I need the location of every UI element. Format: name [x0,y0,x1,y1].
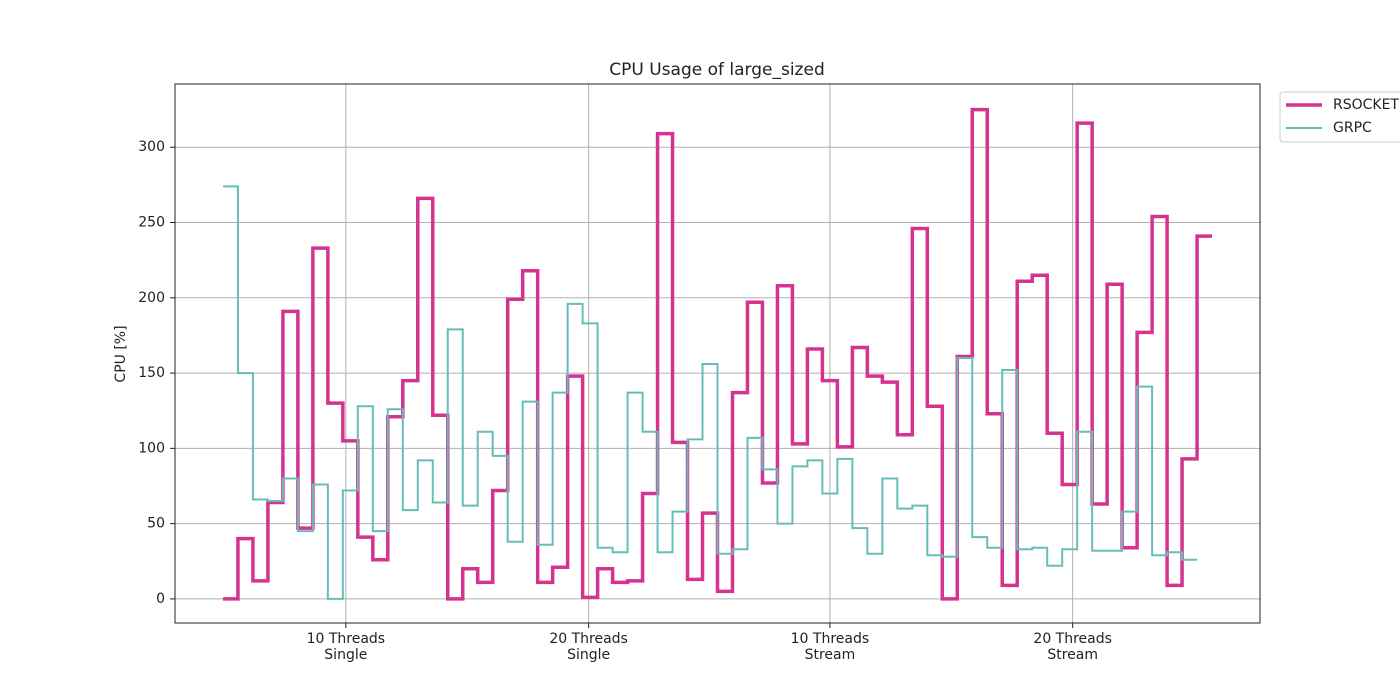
y-tick-label: 50 [147,516,165,532]
x-tick-label: 20 Threads Stream [1033,631,1112,663]
y-tick-label: 200 [138,290,165,306]
legend-label: GRPC [1333,120,1372,136]
y-tick-label: 0 [156,591,165,607]
x-tick-label: 10 Threads Stream [790,631,870,663]
y-tick-label: 300 [138,139,165,155]
y-tick-label: 150 [138,365,165,381]
y-tick-label: 100 [138,440,165,456]
chart-title: CPU Usage of large_sized [609,60,824,80]
plot-frame [174,83,1261,624]
x-tick-label: 10 Threads Single [306,631,386,663]
legend-label: RSOCKET [1333,97,1399,113]
y-tick-label: 250 [138,215,165,231]
x-tick-label: 20 Threads Single [549,631,628,663]
series-line [222,185,1198,600]
y-axis-label: CPU [%] [113,325,129,382]
